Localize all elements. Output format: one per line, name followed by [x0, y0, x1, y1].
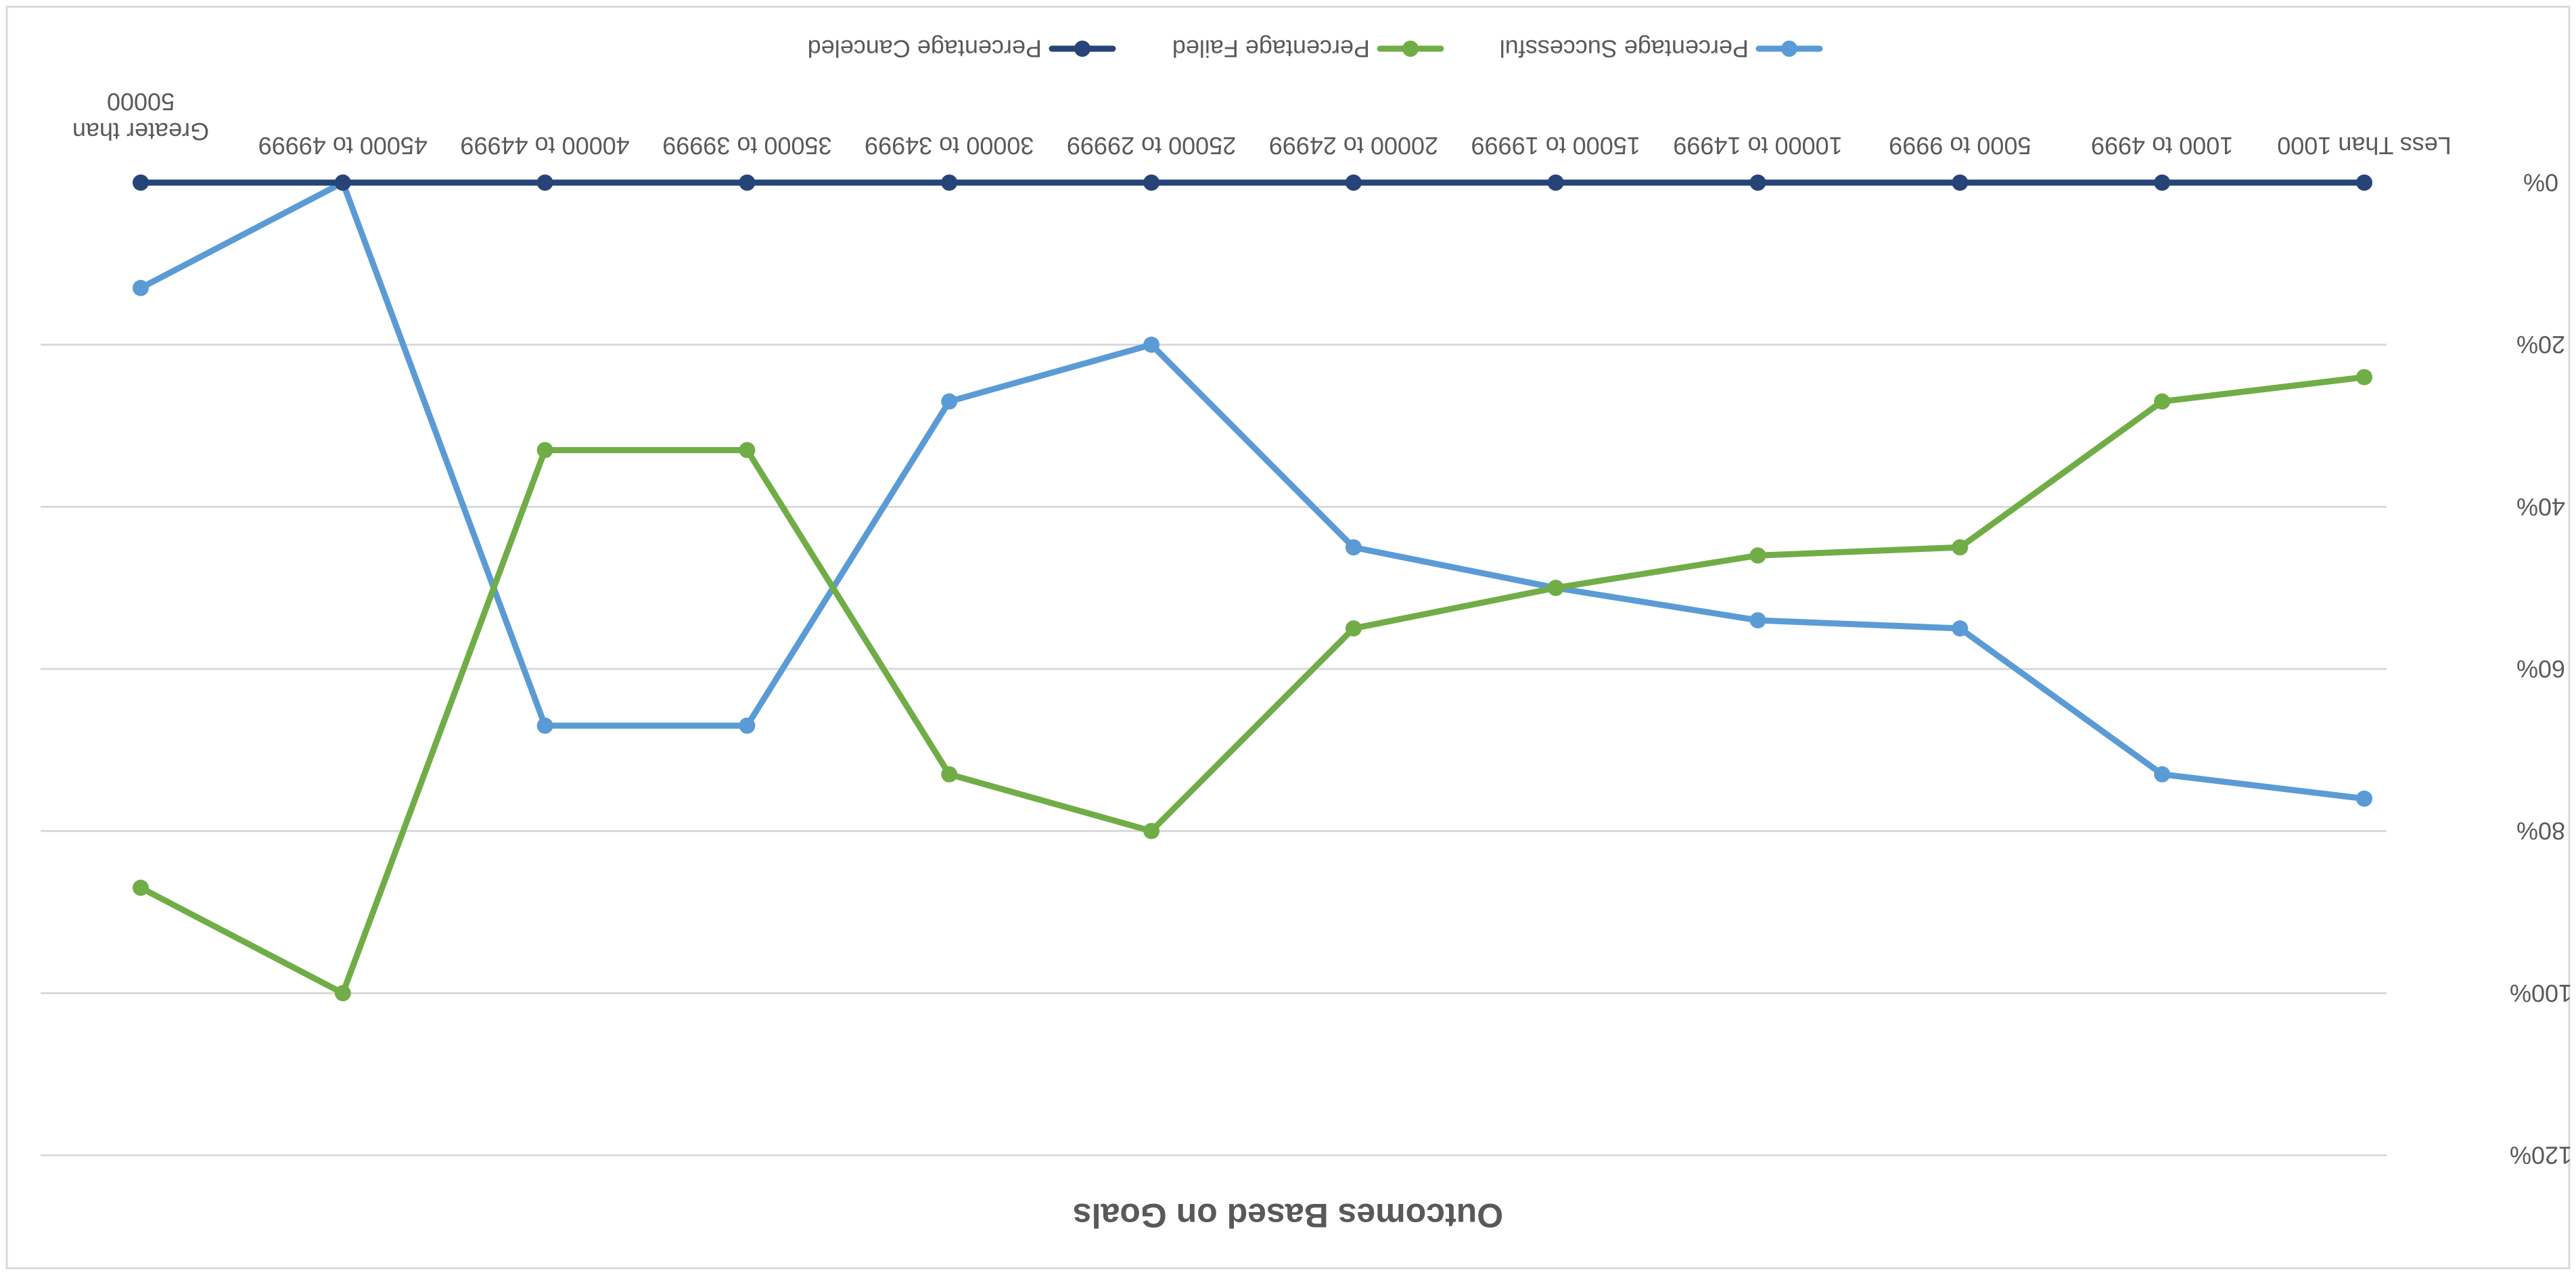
y-tick-label: 40%: [2516, 493, 2565, 521]
data-point: [133, 879, 149, 896]
chart-title: Outcomes Based on Goals: [1073, 1197, 1503, 1234]
data-point: [1952, 175, 1969, 191]
y-tick-label: 0%: [2523, 169, 2558, 197]
data-point: [941, 766, 958, 783]
data-point: [1547, 580, 1564, 597]
data-point: [1749, 547, 1766, 564]
data-point: [1345, 539, 1362, 556]
grid-layer: [41, 344, 2387, 1157]
x-tick-label: 30000 to 34999: [865, 133, 1034, 160]
y-tick-label: 120%: [2510, 1142, 2572, 1169]
data-point: [2154, 393, 2171, 410]
legend-label: Percentage Failed: [1172, 35, 1370, 63]
data-point: [133, 175, 149, 191]
data-point: [1952, 539, 1969, 556]
data-point: [1143, 822, 1160, 839]
legend: Percentage Successful Percentage Failed Pe…: [808, 35, 1823, 63]
x-tick-label: 15000 to 19999: [1471, 133, 1640, 160]
legend-item: Percentage Failed: [1172, 35, 1444, 63]
x-tick-label: 10000 to 14999: [1673, 133, 1842, 160]
data-point: [536, 717, 553, 734]
data-point: [2154, 766, 2171, 783]
x-tick-label: 1000 to 4999: [2091, 133, 2233, 160]
data-point: [133, 279, 149, 296]
data-point: [941, 175, 958, 191]
data-point: [334, 985, 351, 1002]
data-point: [2356, 790, 2372, 807]
x-tick-label-line: 20000 to 24999: [1269, 133, 1438, 160]
legend-swatch-marker: [1402, 41, 1419, 57]
y-tick-label: 100%: [2510, 979, 2572, 1007]
series-percentage-failed: [133, 369, 2372, 1002]
x-tick-label: 20000 to 24999: [1269, 133, 1438, 160]
legend-item: Percentage Canceled: [808, 35, 1116, 63]
data-point: [1749, 612, 1766, 629]
x-tick-label-line: 1000 to 4999: [2091, 133, 2233, 160]
data-point: [1345, 620, 1362, 637]
x-tick-label-line: 15000 to 19999: [1471, 133, 1640, 160]
data-point: [739, 717, 756, 734]
y-tick-labels: 0% 20% 40% 60% 80% 100% 120%: [2510, 169, 2572, 1169]
series-percentage-canceled: [133, 175, 2372, 191]
data-point: [1952, 620, 1969, 637]
x-tick-label-line: 25000 to 29999: [1067, 133, 1236, 160]
x-tick-label: Greater than50000: [72, 89, 209, 146]
chart-main: 0% 20% 40% 60% 80% 100% 120% Less Than 1000 100…: [41, 35, 2572, 1234]
data-point: [1143, 336, 1160, 353]
data-point: [2356, 175, 2372, 191]
data-point: [536, 175, 553, 191]
x-tick-label: 35000 to 39999: [662, 133, 831, 160]
y-tick-label: 20%: [2516, 331, 2565, 358]
data-point: [1143, 175, 1160, 191]
x-tick-label-line: 5000 to 9999: [1889, 133, 2031, 160]
x-tick-label-line: 45000 to 49999: [258, 133, 428, 160]
legend-swatch-marker: [1074, 41, 1090, 57]
data-point: [1749, 175, 1766, 191]
x-tick-label-line: 40000 to 44999: [461, 133, 630, 160]
x-tick-label-line: 35000 to 39999: [662, 133, 831, 160]
x-tick-label: 25000 to 29999: [1067, 133, 1236, 160]
data-point: [1345, 175, 1362, 191]
x-tick-label-line: 50000: [107, 89, 175, 116]
series-line: [137, 374, 2368, 996]
legend-item: Percentage Successful: [1500, 35, 1823, 63]
data-point: [334, 175, 351, 191]
data-point: [941, 393, 958, 410]
data-point: [2154, 175, 2171, 191]
data-point: [739, 442, 756, 459]
x-tick-label-line: 30000 to 34999: [865, 133, 1034, 160]
x-tick-label-line: 10000 to 14999: [1673, 133, 1842, 160]
chart-border: [5, 5, 2571, 1270]
legend-label: Percentage Successful: [1500, 35, 1749, 63]
x-tick-label: 45000 to 49999: [258, 133, 428, 160]
x-tick-labels: Less Than 1000 1000 to 4999 5000 to 9999 10…: [72, 89, 2452, 160]
x-tick-label: 40000 to 44999: [461, 133, 630, 160]
x-tick-label: 5000 to 9999: [1889, 133, 2031, 160]
data-point: [739, 175, 756, 191]
legend-label: Percentage Canceled: [808, 35, 1042, 63]
data-point: [2356, 369, 2372, 386]
x-tick-label: Less Than 1000: [2277, 133, 2452, 160]
data-point: [536, 442, 553, 459]
series-line: [137, 179, 2368, 802]
x-tick-label-line: Greater than: [72, 118, 209, 146]
x-tick-label-line: Less Than 1000: [2277, 133, 2452, 160]
series-layer: [133, 175, 2372, 1002]
y-tick-label: 60%: [2516, 655, 2565, 683]
y-tick-label: 80%: [2516, 817, 2565, 845]
data-point: [1547, 175, 1564, 191]
legend-swatch-marker: [1781, 41, 1797, 57]
